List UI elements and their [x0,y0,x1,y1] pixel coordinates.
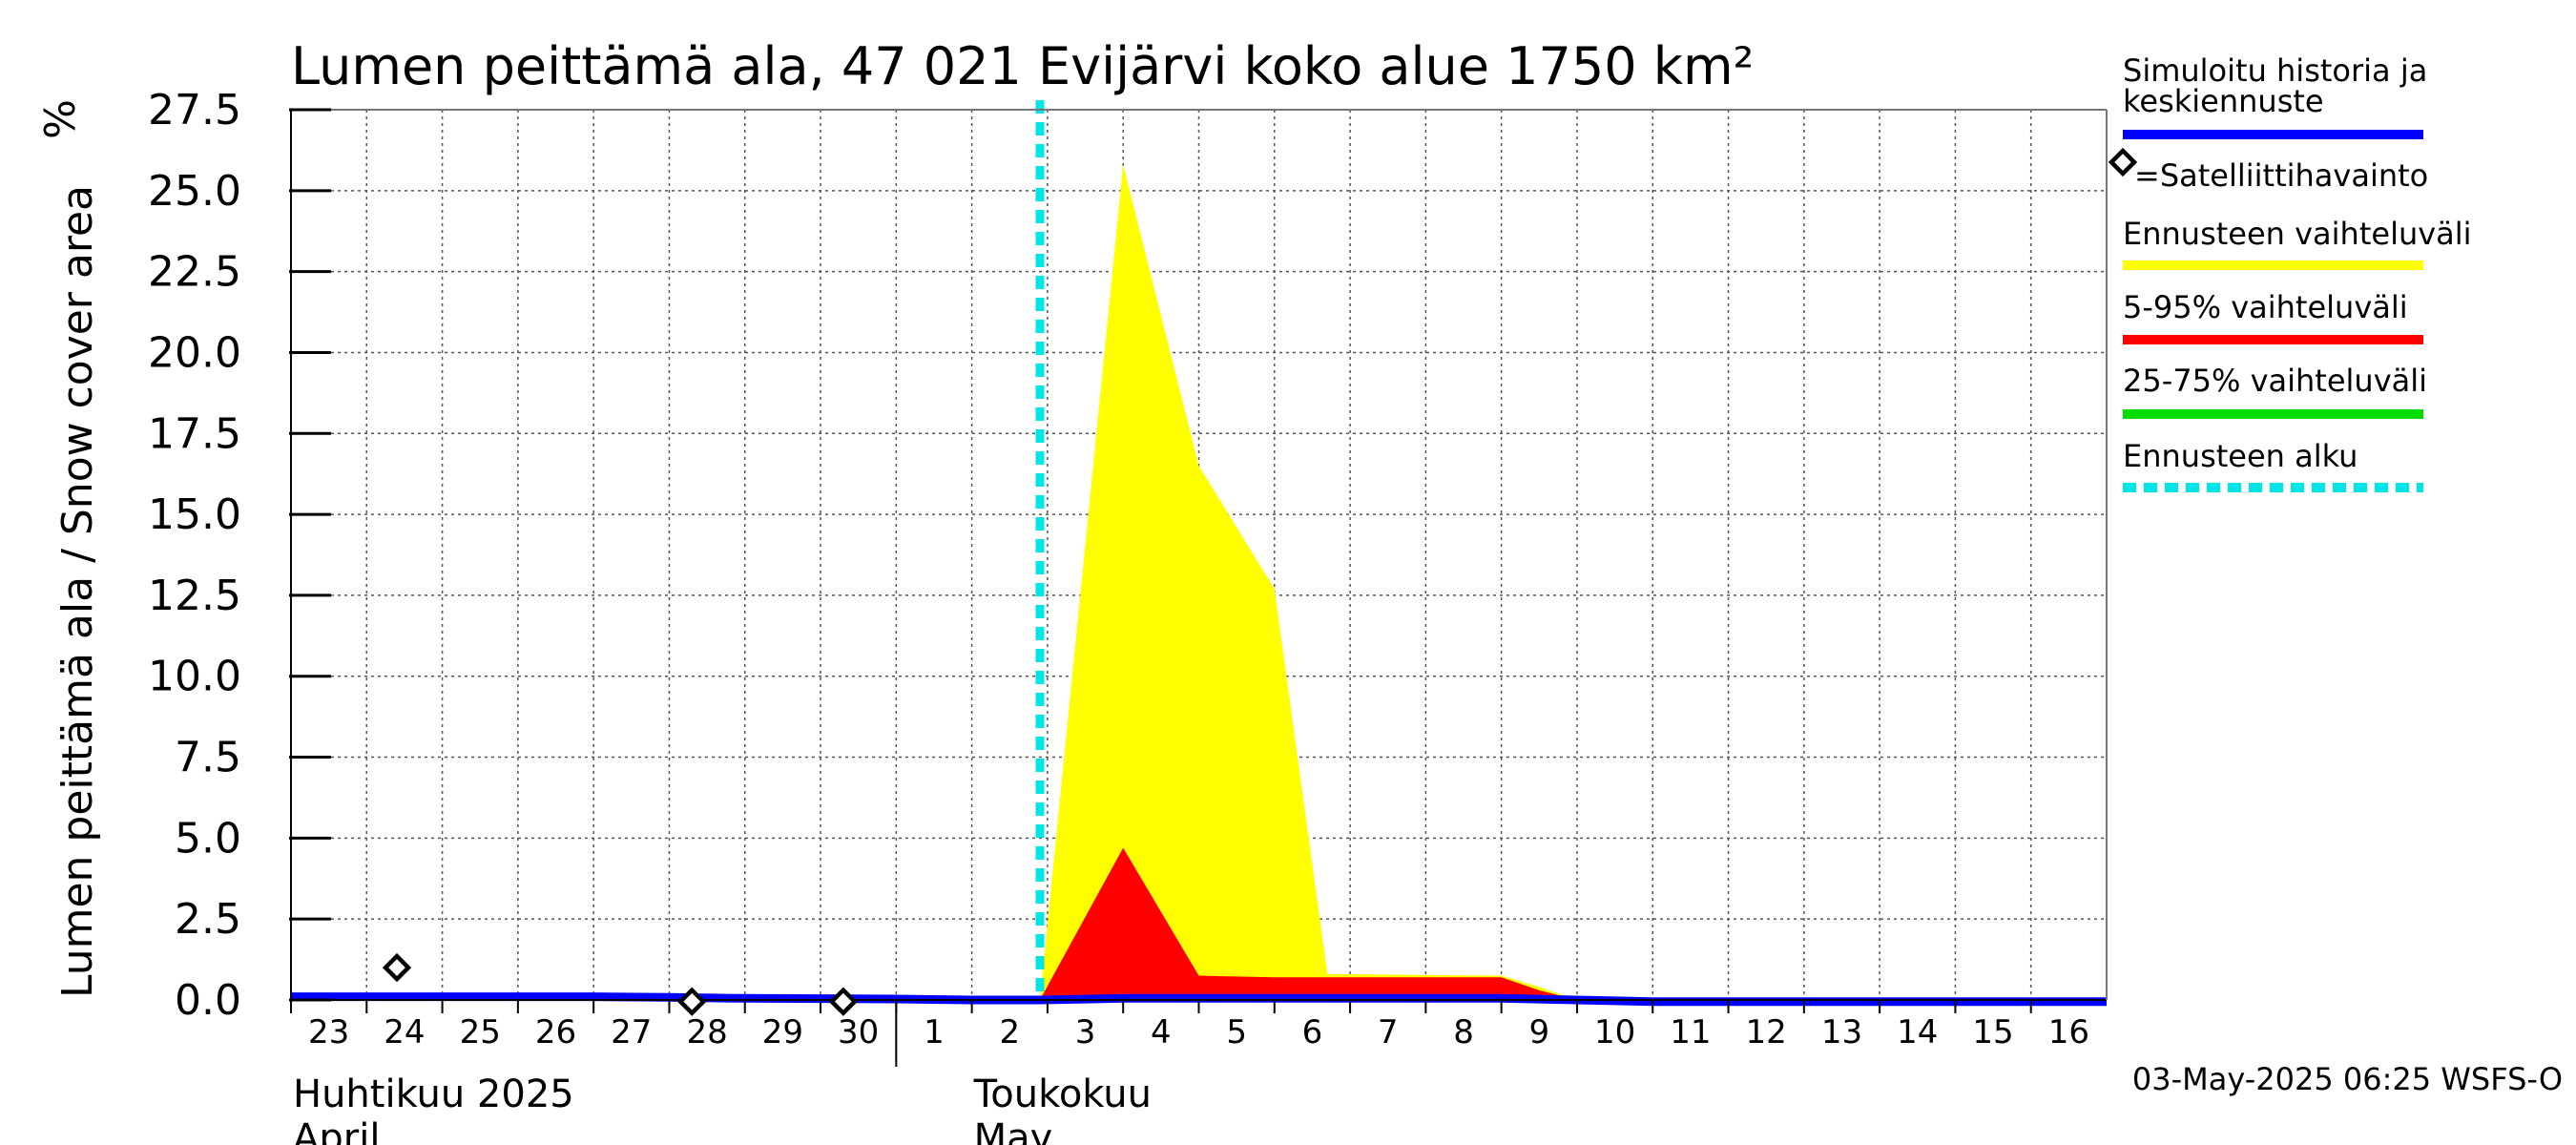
footer-timestamp: 03-May-2025 06:25 WSFS-O [2132,1061,2563,1097]
y-tick-label-6: 15.0 [148,490,241,539]
x-day-label-9: 2 [999,1013,1020,1051]
month-label-fi-0: Huhtikuu 2025 [293,1072,574,1116]
x-day-label-6: 29 [762,1013,803,1051]
x-day-label-13: 6 [1302,1013,1323,1051]
chart-title: Lumen peittämä ala, 47 021 Evijärvi koko… [291,36,1754,96]
x-day-label-17: 10 [1594,1013,1635,1051]
x-day-label-14: 7 [1378,1013,1399,1051]
y-tick-label-10: 25.0 [148,167,241,216]
y-tick-label-1: 2.5 [175,895,241,944]
month-label-fi-1: Toukokuu [973,1072,1152,1116]
legend-label-0-line-1: Simuloitu historia ja [2123,52,2427,89]
legend-label-2: Ennusteen vaihteluväli [2123,216,2472,252]
y-axis-label: Lumen peittämä ala / Snow cover area [53,185,102,998]
satellite-point-0 [382,952,412,983]
y-tick-label-5: 12.5 [148,572,241,620]
x-axis-ticks: 23 24 25 26 27 28 29 30 1 2 3 4 5 6 7 8 9 10 11 12 13 14 15 16H… [290,1000,2089,1145]
legend-label-4: 25-75% vaihteluväli [2123,363,2427,399]
month-label-en-1: May [974,1116,1053,1145]
legend-label-0-line-2: keskiennuste [2123,83,2324,119]
x-day-label-15: 8 [1453,1013,1474,1051]
satellite-point-2 [828,987,859,1016]
x-day-label-22: 15 [1972,1013,2013,1051]
y-tick-label-9: 22.5 [148,248,241,297]
x-day-label-7: 30 [838,1013,879,1051]
x-day-label-11: 4 [1151,1013,1172,1051]
legend-label-1: =Satelliittihavainto [2134,157,2428,194]
band-5-95-vaihteluv-li [1039,847,1577,1000]
month-label-en-0: April [293,1116,380,1145]
y-axis-ticks: 0.0 2.5 5.0 7.5 10.0 12.5 15.0 17.5 20.0 22.5 25.0… [148,86,331,1025]
y-axis-unit: % [36,99,85,139]
y-tick-label-11: 27.5 [148,86,241,135]
y-tick-label-3: 7.5 [175,734,241,782]
x-day-label-4: 27 [611,1013,652,1051]
x-day-label-21: 14 [1897,1013,1938,1051]
x-day-label-8: 1 [924,1013,945,1051]
x-day-label-16: 9 [1528,1013,1549,1051]
forecast-bands [1039,164,1577,1000]
y-tick-label-2: 5.0 [175,814,241,863]
y-tick-label-8: 20.0 [148,328,241,377]
x-day-label-5: 28 [686,1013,727,1051]
y-tick-label-7: 17.5 [148,409,241,458]
legend-label-3: 5-95% vaihteluväli [2123,289,2408,325]
x-day-label-10: 3 [1075,1013,1096,1051]
legend-label-5: Ennusteen alku [2123,438,2358,474]
x-day-label-18: 11 [1670,1013,1711,1051]
x-day-label-2: 25 [460,1013,501,1051]
x-day-label-3: 26 [535,1013,576,1051]
x-day-label-20: 13 [1821,1013,1862,1051]
satellite-point-1 [677,987,707,1016]
x-day-label-12: 5 [1226,1013,1247,1051]
band-ennusteen-vaihteluv-li [1039,164,1577,1000]
x-day-label-1: 24 [384,1013,425,1051]
x-day-label-19: 12 [1746,1013,1787,1051]
x-day-label-23: 16 [2048,1013,2089,1051]
y-tick-label-0: 0.0 [175,976,241,1025]
satellite-observations [382,952,859,1016]
y-tick-label-4: 10.0 [148,653,241,701]
x-day-label-0: 23 [308,1013,349,1051]
legend-swatch-1 [2108,147,2138,177]
